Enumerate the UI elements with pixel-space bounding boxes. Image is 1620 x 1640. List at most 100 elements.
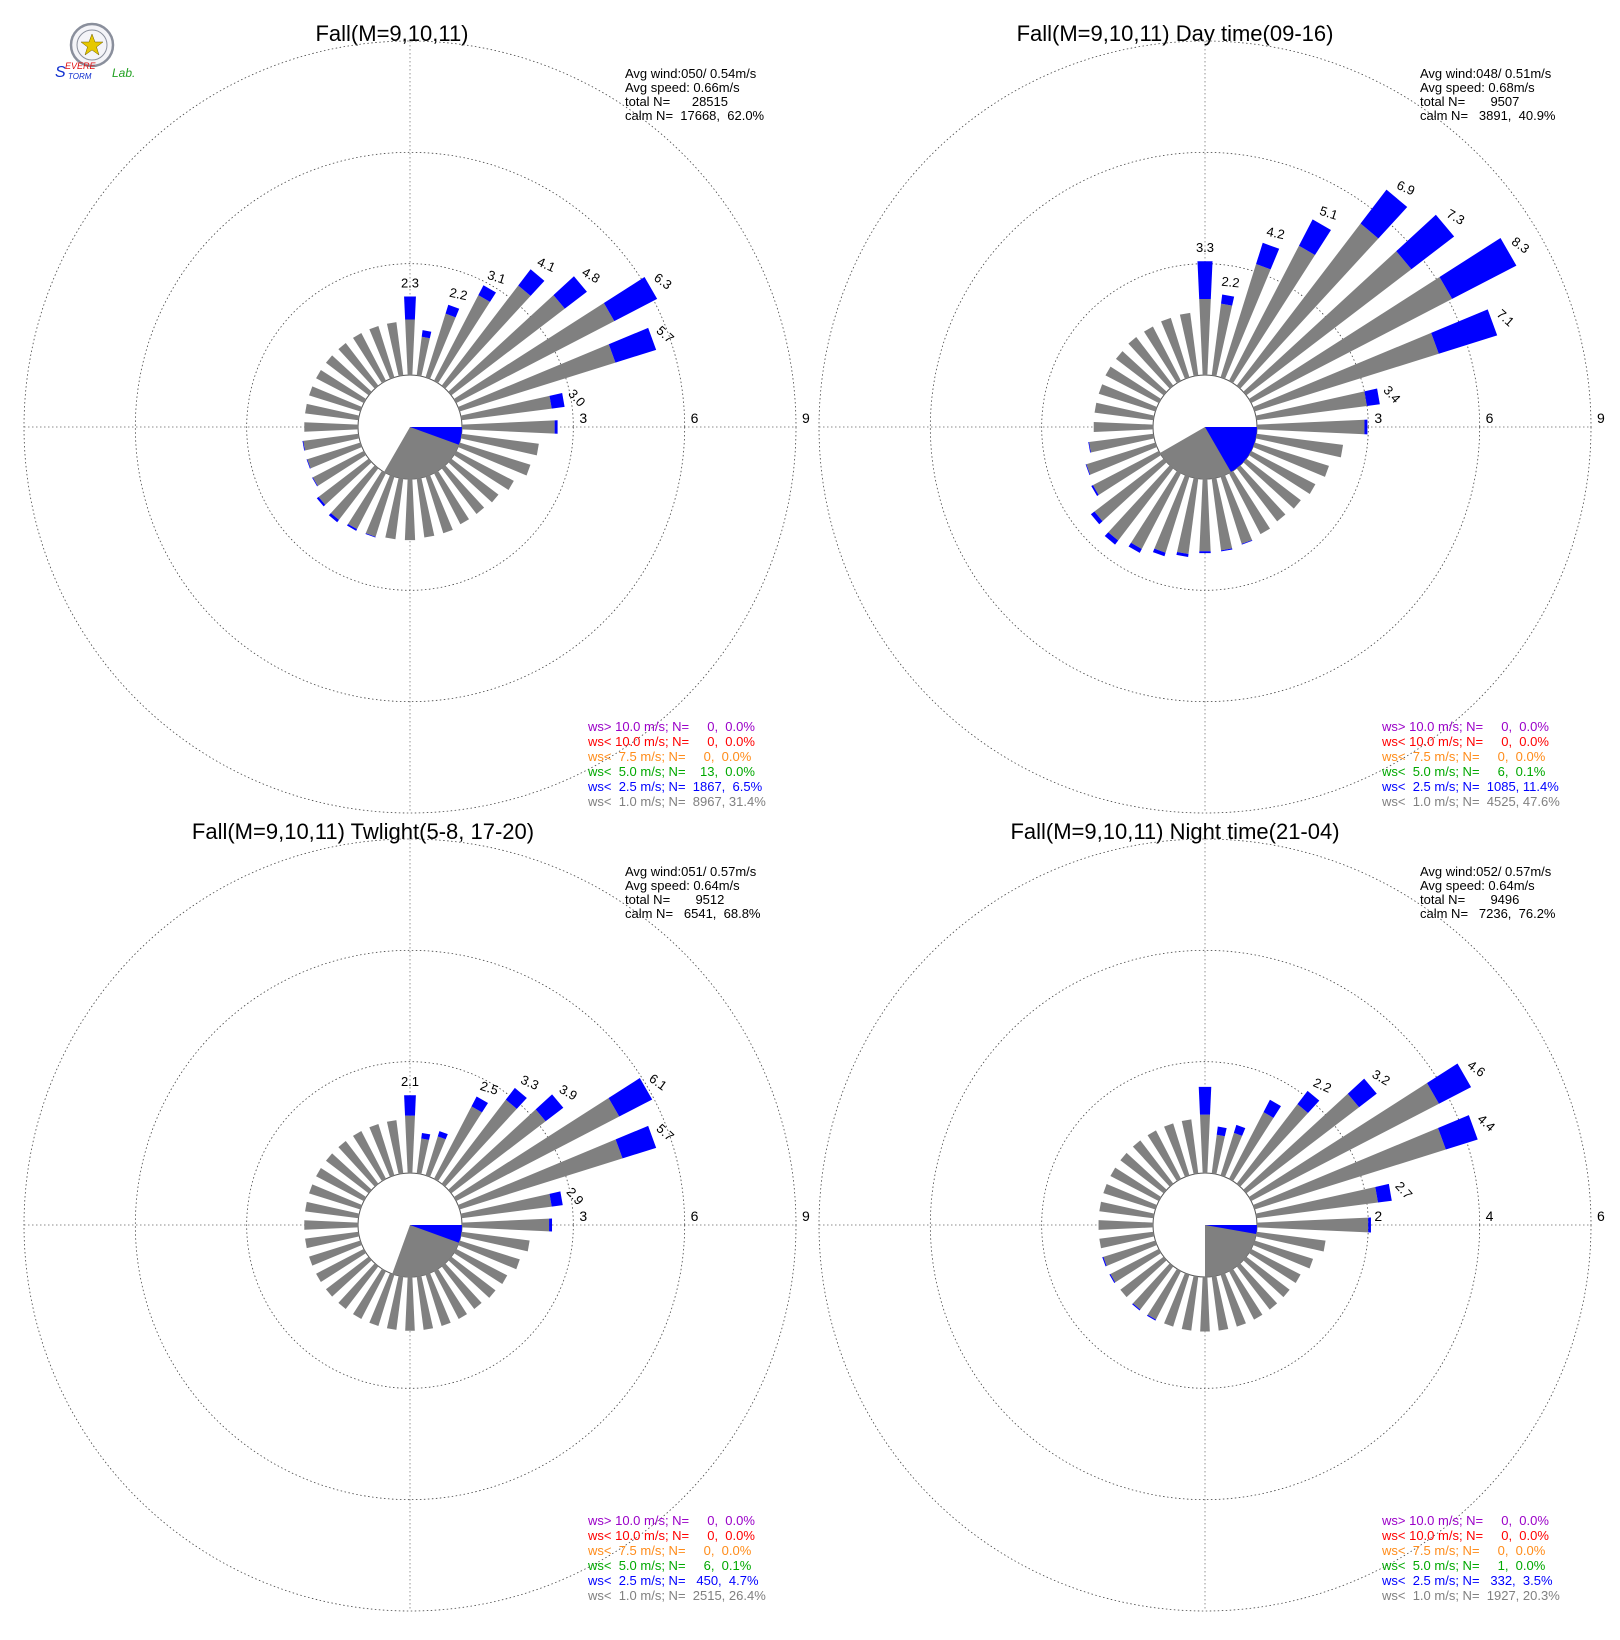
sector-bar-gray <box>425 313 456 379</box>
sector-bar-gray <box>1092 450 1162 495</box>
legend-entry: ws< 7.5 m/s; N= 0, 0.0% <box>587 1543 752 1558</box>
sector-bar-gray <box>1248 1248 1301 1284</box>
sector-bar-gray <box>441 1099 517 1187</box>
sector-bar-gray <box>1253 1128 1446 1210</box>
sector-bar-blue <box>1396 214 1455 270</box>
logo-seal-inner-ring <box>76 29 108 61</box>
sector-bar-blue <box>1176 551 1189 557</box>
sector-bar-gray <box>338 1263 379 1310</box>
sector-bar-gray <box>1253 442 1329 477</box>
sector-value-label: 4.2 <box>1265 224 1286 242</box>
legend-entry: ws< 10.0 m/s; N= 0, 0.0% <box>1381 734 1549 749</box>
sector-value-label: 2.2 <box>1221 274 1241 291</box>
sector-bar-blue <box>1221 294 1235 306</box>
sector-bar-gray <box>405 1276 415 1331</box>
sector-bar-gray <box>1255 391 1367 421</box>
ring-tick-label: 2 <box>1374 1208 1382 1224</box>
sector-bar-blue <box>1221 548 1233 552</box>
sector-bar-gray <box>1110 1167 1162 1202</box>
sector-bar-gray <box>441 285 531 389</box>
sector-bar-gray <box>1256 419 1365 435</box>
sector-bar-gray <box>433 1268 468 1319</box>
sector-bar-gray <box>312 450 367 487</box>
sector-bar-gray <box>416 477 435 538</box>
legend-entry: ws< 1.0 m/s; N= 4525, 47.6% <box>1381 794 1560 809</box>
windrose-panel: Fall(M=9,10,11)2.32.23.14.1 4.8 6.35.73.03… <box>23 21 810 814</box>
sector-bar-gray <box>1103 1184 1157 1210</box>
sector-bar-blue <box>1375 1183 1392 1203</box>
sector-bar-blue <box>1256 242 1280 270</box>
sector-bar-blue <box>404 1095 416 1116</box>
sector-bar-gray <box>460 395 552 421</box>
sector-bar-blue <box>505 1087 527 1109</box>
sector-bar-blue <box>1297 1090 1320 1113</box>
sector-value-label: 2.7 <box>1392 1178 1415 1201</box>
sector-bar-gray <box>365 475 395 537</box>
sector-bar-gray <box>386 1120 404 1175</box>
logo-word-torm: TORM <box>68 72 92 81</box>
sector-bar-gray <box>453 303 615 404</box>
sector-bar-gray <box>460 1193 552 1219</box>
stat-line: Avg wind:051/ 0.57m/s <box>625 864 757 879</box>
sector-bar-blue <box>306 459 311 469</box>
sector-bar-blue <box>346 523 358 531</box>
sector-bar-gray <box>304 422 359 432</box>
sector-bar-blue <box>1109 1274 1116 1284</box>
sector-bar-blue <box>1216 1126 1227 1137</box>
sector-bar-gray <box>453 450 514 491</box>
sector-bar-gray <box>307 442 362 469</box>
sector-bar-gray <box>1093 421 1154 433</box>
sector-bar-gray <box>461 1218 550 1232</box>
sector-bar-gray <box>1220 475 1253 544</box>
sector-value-label: 7.3 <box>1444 206 1467 228</box>
sector-value-label: 2.5 <box>478 1078 500 1098</box>
logo-star-icon <box>80 33 104 56</box>
sector-value-label: 3.3 <box>518 1072 541 1093</box>
legend-entry: ws< 2.5 m/s; N= 450, 4.7% <box>587 1573 759 1588</box>
calm-sector-gray <box>1205 1225 1257 1277</box>
sector-value-label: 4.8 <box>579 264 602 286</box>
sector-bar-blue <box>1263 1099 1281 1118</box>
sector-bar-gray <box>1199 478 1211 552</box>
sector-bar-gray <box>448 458 499 503</box>
sector-bar-blue <box>535 1094 564 1122</box>
sector-bar-gray <box>1220 1132 1243 1177</box>
sector-bar-blue <box>608 1078 653 1117</box>
logo-letter-s: S <box>55 64 66 81</box>
stat-line: Avg speed: 0.66m/s <box>625 80 740 95</box>
sector-bar-gray <box>309 386 362 412</box>
sector-bar-gray <box>425 1136 446 1177</box>
sector-bar-gray <box>441 465 485 515</box>
calm-sector-blue <box>410 1225 462 1243</box>
sector-bar-gray <box>416 336 430 377</box>
sector-bar-gray <box>1256 1217 1369 1233</box>
sector-bar-blue <box>1146 1314 1156 1321</box>
calm-sector-gray <box>384 427 463 480</box>
sector-bar-gray <box>325 1256 372 1297</box>
sector-bar-blue <box>1085 464 1091 476</box>
stat-line: calm N= 3891, 40.9% <box>1420 108 1556 123</box>
sector-bar-gray <box>347 470 387 530</box>
sector-bar-gray <box>386 1275 404 1330</box>
sector-bar-gray <box>1228 1268 1263 1320</box>
sector-bar-gray <box>1199 299 1211 376</box>
sector-bar-gray <box>1089 433 1155 453</box>
sector-bar-gray <box>1211 1275 1229 1331</box>
ring-tick-label: 6 <box>691 410 699 426</box>
sector-bar-gray <box>1236 223 1379 389</box>
sector-bar-gray <box>338 342 379 389</box>
sector-bar-blue <box>1347 1078 1377 1108</box>
sector-bar-gray <box>1211 1134 1225 1175</box>
ring-tick-label: 9 <box>802 1208 810 1224</box>
sector-bar-gray <box>448 295 565 396</box>
sector-bar-gray <box>1098 1220 1154 1230</box>
sector-bar-blue <box>554 420 558 434</box>
sector-value-label: 2.2 <box>1311 1075 1334 1096</box>
sector-bar-gray <box>1131 470 1182 549</box>
windrose-panel: Fall(M=9,10,11) Day time(09-16)3.32.24.2… <box>818 21 1605 814</box>
sector-bar-blue <box>312 477 318 487</box>
sector-bar-gray <box>1243 1093 1360 1194</box>
sector-bar-gray <box>433 1106 482 1182</box>
sector-bar-blue <box>421 330 432 339</box>
